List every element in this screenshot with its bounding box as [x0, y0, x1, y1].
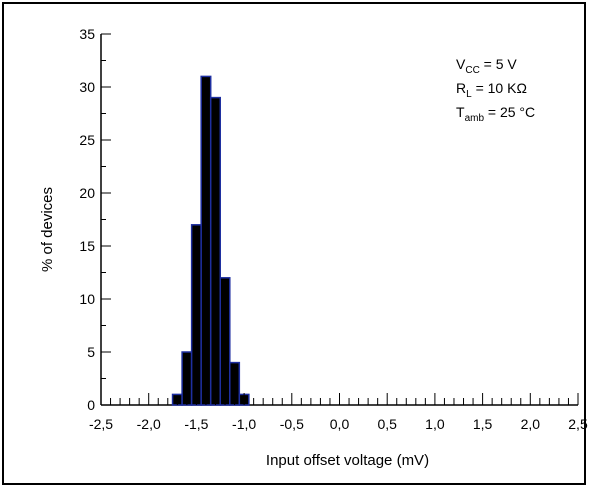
x-tick-label: 2,0 — [521, 416, 541, 432]
y-tick-label: 30 — [79, 79, 95, 95]
x-tick-label: -2,5 — [89, 416, 113, 432]
conditions-annotation: VCC = 5 V RL = 10 KΩ Tamb = 25 °C — [456, 56, 535, 124]
histogram-bar — [209, 96, 222, 406]
x-axis-title: Input offset voltage (mV) — [266, 452, 429, 469]
y-tick-label: 5 — [87, 344, 95, 360]
x-tick-label: -0,5 — [280, 416, 304, 432]
y-axis: 0 5 10 15 20 25 30 35 — [79, 26, 111, 413]
histogram-bar — [181, 351, 193, 406]
histogram-bar — [190, 224, 202, 406]
x-tick-label: 1,0 — [425, 416, 445, 432]
x-tick-label: 0,5 — [377, 416, 397, 432]
y-tick-label: 20 — [79, 185, 95, 201]
y-tick-label: 0 — [87, 397, 95, 413]
histogram-bars — [171, 75, 250, 406]
y-tick-label: 35 — [79, 26, 95, 42]
x-tick-label: -1,0 — [232, 416, 256, 432]
x-tick-label: -1,5 — [184, 416, 208, 432]
x-tick-label: -2,0 — [137, 416, 161, 432]
annotation-line: RL = 10 KΩ — [456, 80, 527, 100]
x-axis: -2,5 -2,0 -1,5 -1,0 -0,5 0,0 0,5 1,0 1,5 2,0 2,5 — [89, 393, 588, 432]
histogram-chart: -2,5 -2,0 -1,5 -1,0 -0,5 0,0 0,5 1,0 1,5 2,0 2,5 0… — [39, 26, 588, 469]
y-axis-title: % of devices — [39, 187, 56, 272]
annotation-line: Tamb = 25 °C — [456, 104, 535, 124]
histogram-bar — [200, 75, 212, 406]
y-tick-label: 25 — [79, 132, 95, 148]
histogram-bar — [219, 277, 231, 406]
y-tick-label: 15 — [79, 238, 95, 254]
annotation-line: VCC = 5 V — [456, 56, 517, 76]
y-tick-label: 10 — [79, 291, 95, 307]
x-tick-label: 0,0 — [330, 416, 350, 432]
x-tick-label: 2,5 — [568, 416, 588, 432]
x-tick-label: 1,5 — [473, 416, 493, 432]
